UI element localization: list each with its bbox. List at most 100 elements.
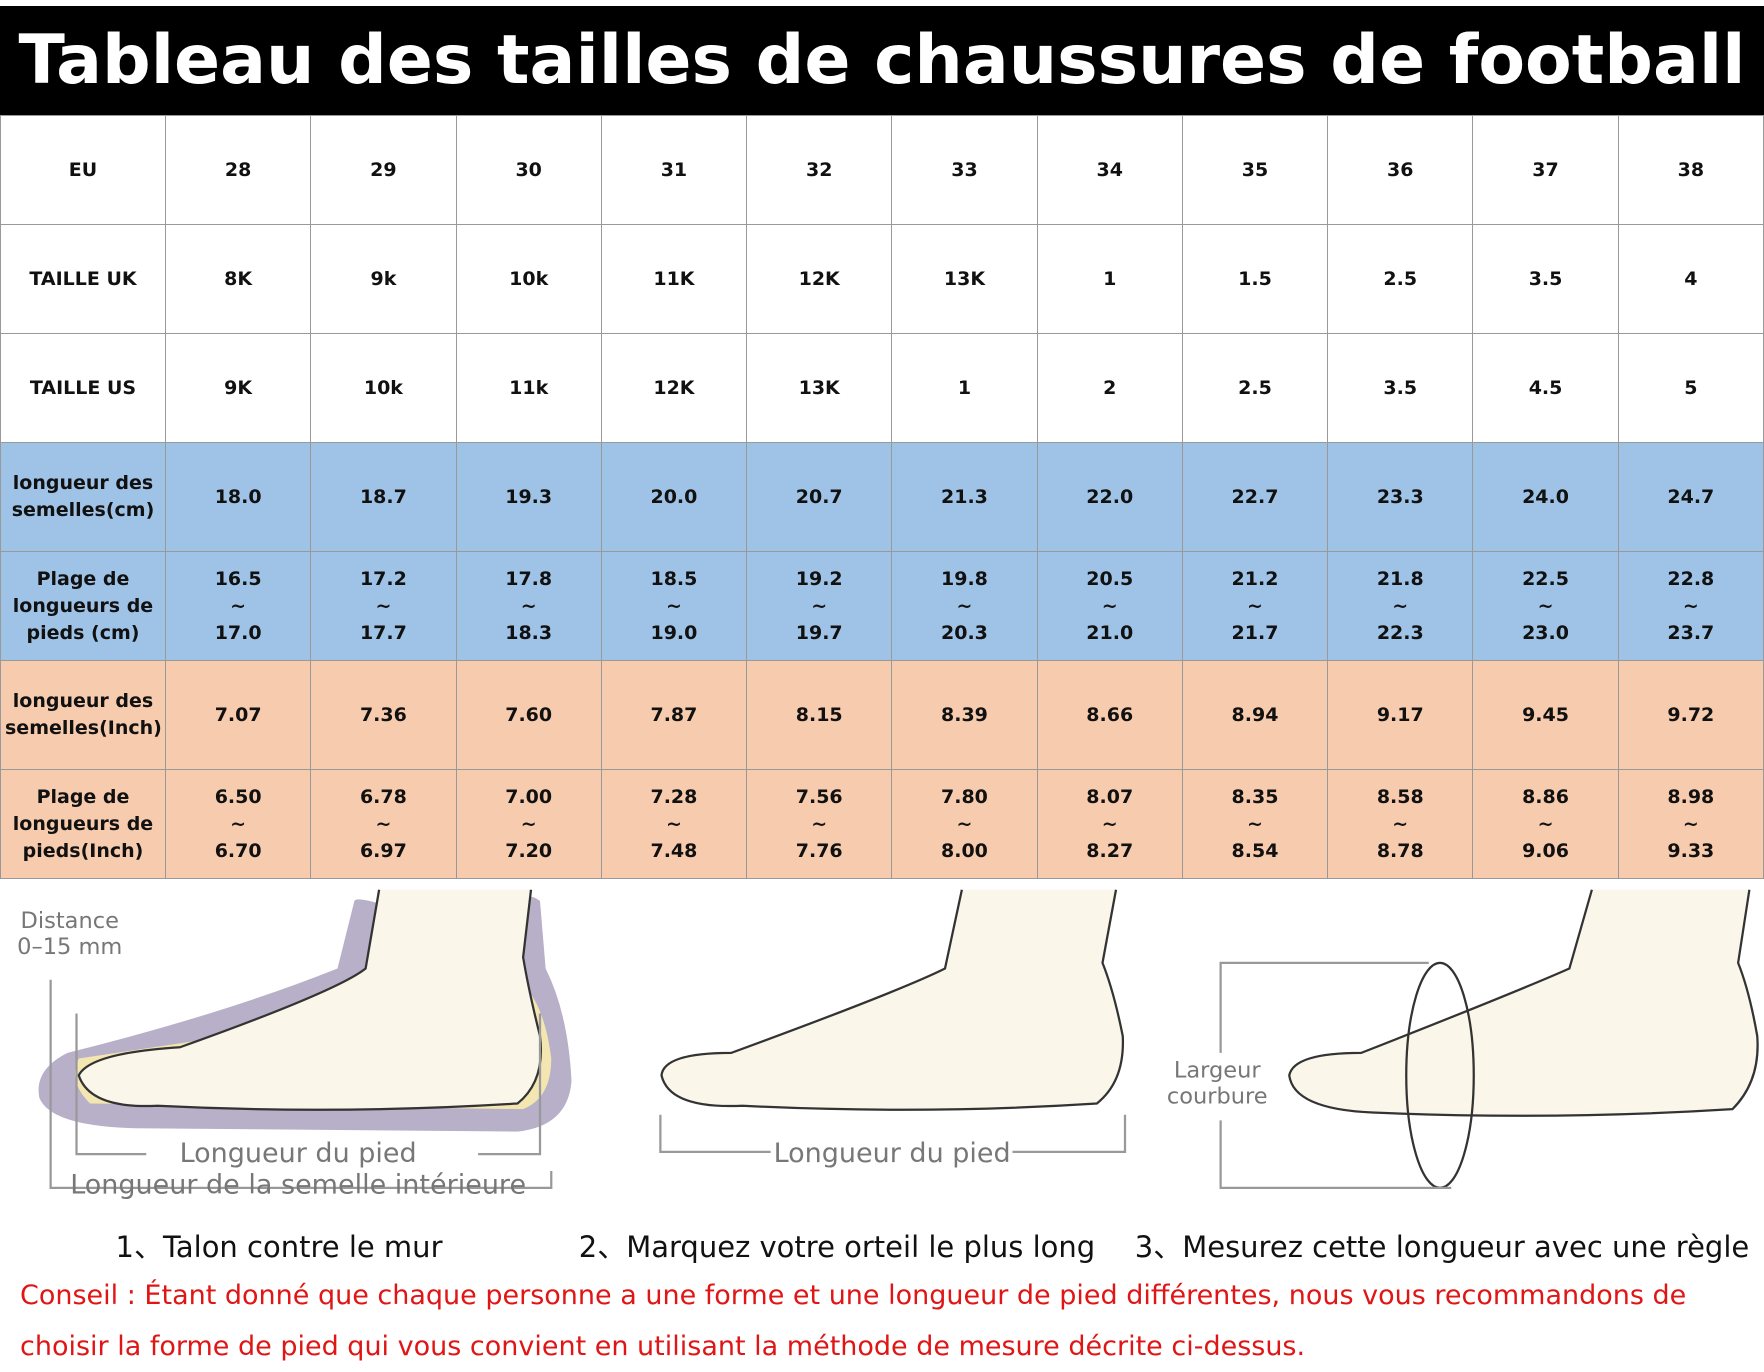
- cell: 12K: [746, 224, 893, 334]
- cell: 8.39: [891, 660, 1038, 770]
- cell: 29: [310, 115, 457, 225]
- cell: 20.5 ~ 21.0: [1036, 551, 1183, 661]
- cell: 7.80 ~ 8.00: [891, 769, 1038, 879]
- cell: 1.5: [1181, 224, 1329, 334]
- cell: 4.5: [1472, 333, 1619, 443]
- cell: 11k: [455, 333, 602, 443]
- step: 2、Marquez votre orteil le plus long: [578, 1230, 1096, 1264]
- cell: 22.7: [1181, 442, 1329, 552]
- advice: Conseil : Étant donné que chaque personn…: [20, 1280, 1687, 1311]
- cell: 21.8 ~ 22.3: [1327, 551, 1474, 661]
- cell: 22.5 ~ 23.0: [1472, 551, 1619, 661]
- cell: 12K: [600, 333, 748, 443]
- label: Largeur: [1174, 1058, 1262, 1084]
- cell: 33: [891, 115, 1038, 225]
- label: courbure: [1167, 1084, 1268, 1110]
- cell: 8K: [164, 224, 312, 334]
- cell: 7.56 ~ 7.76: [746, 769, 893, 879]
- label: Longueur du pied: [180, 1138, 417, 1169]
- table-row: longueur des semelles(Inch) 7.07 7.36 7.60 7…: [0, 660, 1764, 770]
- cell: 7.00 ~ 7.20: [455, 769, 602, 879]
- size-table: EU 28 29 30 31 32 33 34 35 36 37 38 TAILLE UK 8K 9k 10k…: [0, 115, 1764, 879]
- cell: 6.50 ~ 6.70: [164, 769, 312, 879]
- table-row: Plage de longueurs de pieds (cm) 16.5 ~ 1…: [0, 551, 1764, 661]
- cell: 34: [1036, 115, 1183, 225]
- cell: 10k: [455, 224, 602, 334]
- row-header: longueur des semelles(Inch): [0, 660, 166, 770]
- cell: 30: [455, 115, 602, 225]
- cell: 5: [1617, 333, 1764, 443]
- cell: 8.58 ~ 8.78: [1327, 769, 1474, 879]
- cell: 13K: [891, 224, 1038, 334]
- ill-labels: Distance 0–15 mm Longueur du pied Longue…: [17, 908, 1267, 1201]
- label: Longueur de la semelle intérieure: [70, 1170, 526, 1201]
- cell: 11K: [600, 224, 748, 334]
- cell: 23.3: [1327, 442, 1474, 552]
- foot-1: [77, 889, 542, 1111]
- cell: 8.94: [1181, 660, 1329, 770]
- cell: 9.72: [1617, 660, 1764, 770]
- row-header: TAILLE US: [0, 333, 166, 443]
- step: 3、Mesurez cette longueur avec une règle: [1134, 1230, 1750, 1264]
- cell: 38: [1617, 115, 1764, 225]
- cell: 19.8 ~ 20.3: [891, 551, 1038, 661]
- cell: 36: [1327, 115, 1474, 225]
- cell: 2: [1036, 333, 1183, 443]
- cell: 18.5 ~ 19.0: [600, 551, 748, 661]
- cell: 19.3: [455, 442, 602, 552]
- label: Longueur du pied: [774, 1138, 1011, 1169]
- cell: 31: [600, 115, 748, 225]
- cell: 22.8 ~ 23.7: [1617, 551, 1764, 661]
- cell: 10k: [310, 333, 457, 443]
- cell: 8.07 ~ 8.27: [1036, 769, 1183, 879]
- cell: 24.0: [1472, 442, 1619, 552]
- row-header: EU: [0, 115, 166, 225]
- advice: choisir la forme de pied qui vous convie…: [20, 1331, 1306, 1362]
- cell: 2.5: [1327, 224, 1474, 334]
- cell: 9.17: [1327, 660, 1474, 770]
- cell: 2.5: [1181, 333, 1329, 443]
- table-row: TAILLE US 9K 10k 11k 12K 13K 1 2 2.5 3.5 4.5 5: [0, 333, 1764, 443]
- table-row: EU 28 29 30 31 32 33 34 35 36 37 38: [0, 115, 1764, 225]
- cell: 3.5: [1327, 333, 1474, 443]
- cell: 8.66: [1036, 660, 1183, 770]
- cell: 8.86 ~ 9.06: [1472, 769, 1619, 879]
- cell: 18.0: [164, 442, 312, 552]
- foot-2: [660, 889, 1124, 1111]
- cell: 20.0: [600, 442, 748, 552]
- cell: 13K: [746, 333, 893, 443]
- cell: 9.45: [1472, 660, 1619, 770]
- cell: 37: [1472, 115, 1619, 225]
- row-header: longueur des semelles(cm): [0, 442, 166, 552]
- cell: 1: [891, 333, 1038, 443]
- cell: 7.07: [164, 660, 312, 770]
- cell: 7.36: [310, 660, 457, 770]
- row-header: Plage de longueurs de pieds(Inch): [0, 769, 166, 879]
- table-row: longueur des semelles(cm) 18.0 18.7 19.3 20.…: [0, 442, 1764, 552]
- cell: 8.35 ~ 8.54: [1181, 769, 1329, 879]
- row-header: TAILLE UK: [0, 224, 166, 334]
- cell: 7.60: [455, 660, 602, 770]
- label: 0–15 mm: [17, 934, 122, 960]
- table-row: Plage de longueurs de pieds(Inch) 6.50 ~ …: [0, 769, 1764, 879]
- illustrations: Distance 0–15 mm Longueur du pied Longue…: [17, 889, 1759, 1201]
- row-header: Plage de longueurs de pieds (cm): [0, 551, 166, 661]
- cell: 7.28 ~ 7.48: [600, 769, 748, 879]
- cell: 8.15: [746, 660, 893, 770]
- foot-3: [1288, 889, 1759, 1117]
- cell: 35: [1181, 115, 1329, 225]
- cell: 9K: [164, 333, 312, 443]
- title: Tableau des tailles de chaussures de foo…: [0, 6, 1764, 115]
- cell: 22.0: [1036, 442, 1183, 552]
- cell: 21.3: [891, 442, 1038, 552]
- cell: 20.7: [746, 442, 893, 552]
- cell: 9k: [310, 224, 457, 334]
- cell: 16.5 ~ 17.0: [164, 551, 312, 661]
- cell: 24.7: [1617, 442, 1764, 552]
- cell: 18.7: [310, 442, 457, 552]
- table-row: TAILLE UK 8K 9k 10k 11K 12K 13K 1 1.5 2.5 3.5 4: [0, 224, 1764, 334]
- cell: 4: [1617, 224, 1764, 334]
- foot-drawings: [38, 889, 1759, 1189]
- cell: 21.2 ~ 21.7: [1181, 551, 1329, 661]
